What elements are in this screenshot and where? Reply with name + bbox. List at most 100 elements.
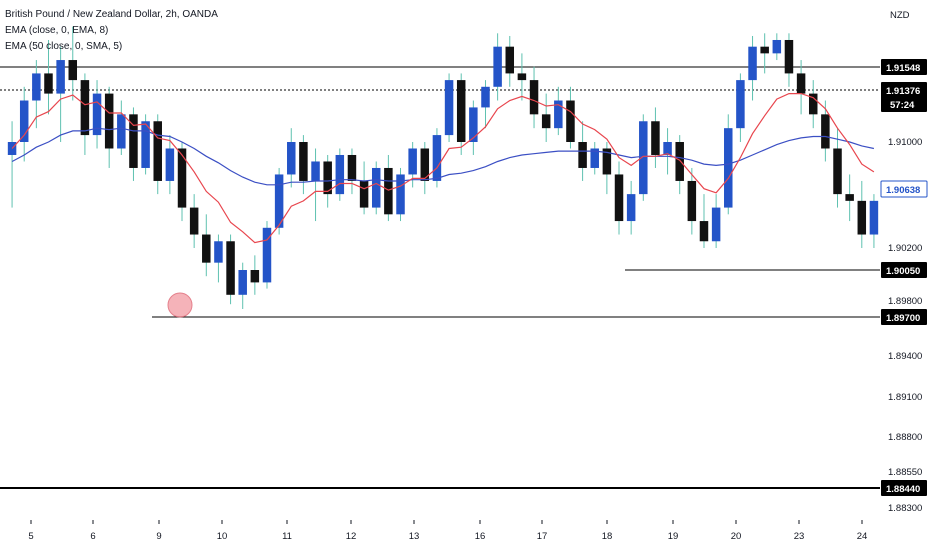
time-tick-label: 20 (731, 531, 742, 542)
candle-body (32, 73, 41, 101)
plot-area[interactable] (0, 0, 878, 520)
candle-body (444, 80, 454, 136)
price-tag-1.91376 (881, 82, 927, 112)
time-axis[interactable]: 5 6 9 10 11 12 13 16 17 18 19 20 23 24 (28, 520, 867, 542)
candle-body (772, 39, 782, 54)
candle-body (481, 86, 490, 108)
candle-body (626, 194, 636, 222)
candle-body (602, 148, 612, 175)
price-tag-label: 1.90050 (886, 266, 920, 277)
candle-body (274, 174, 284, 228)
current-price-tag (880, 180, 928, 198)
time-tick-label: 24 (857, 531, 868, 542)
candle-body (262, 227, 272, 283)
candle-body (505, 46, 515, 74)
candle-body (736, 80, 745, 129)
time-tick-label: 6 (90, 531, 95, 542)
candle-body (845, 194, 854, 201)
candle-body (517, 73, 527, 81)
time-tick-label: 19 (668, 531, 679, 542)
candle-body (639, 121, 648, 195)
time-tick-label: 10 (217, 531, 228, 542)
ema-slow-line (11, 127, 875, 186)
candle-body (554, 100, 563, 129)
price-tag-1.89700 (881, 309, 927, 325)
candle-body (347, 154, 357, 181)
candle-body (784, 39, 794, 74)
candle-body (796, 73, 806, 94)
price-tick-label: 1.88300 (888, 503, 922, 514)
candle-body (432, 135, 442, 181)
time-tick-label: 12 (346, 531, 357, 542)
candle-body (92, 93, 102, 136)
candle-body (808, 93, 818, 115)
candle-body (202, 234, 211, 263)
candles (7, 26, 879, 309)
low-highlight-marker (167, 292, 193, 318)
candle-body (311, 161, 320, 181)
candle-body (371, 167, 381, 208)
candle-body (821, 114, 830, 149)
price-tag-label: 1.89700 (886, 313, 920, 324)
current-price-label: 1.90638 (886, 185, 920, 196)
candle-body (493, 46, 502, 87)
plot-background[interactable] (0, 0, 878, 520)
candle-body (287, 142, 296, 175)
currency-label: NZD (890, 10, 910, 21)
candle-body (177, 148, 187, 208)
candle-body (724, 128, 733, 208)
candle-body (238, 270, 247, 295)
legend-title: British Pound / New Zealand Dollar, 2h, … (5, 9, 218, 20)
legend-sma: EMA (50 close, 0, SMA, 5) (5, 41, 123, 52)
time-tick-label: 18 (602, 531, 613, 542)
price-tick-label: 1.89100 (888, 392, 922, 403)
candle-body (359, 180, 369, 208)
candle-body (141, 121, 150, 168)
price-tick-label: 1.89800 (888, 296, 922, 307)
candle-body (699, 221, 709, 242)
price-tag-label: 1.91548 (886, 63, 920, 74)
price-tick-label: 1.88800 (888, 432, 922, 443)
price-axis[interactable]: NZD 1.91000 1.90200 1.89800 1.89400 1.89100 1.… (888, 10, 922, 514)
price-tags: 1.91548 1.90050 1.89700 1.88440 1.91376 57:24… (880, 59, 928, 496)
time-tick-label: 16 (475, 531, 486, 542)
candle-body (578, 142, 587, 168)
price-tag-1.90050 (881, 262, 927, 278)
candle-body (857, 200, 867, 235)
candle-body (19, 100, 29, 142)
candle-body (80, 80, 90, 136)
price-tag-1.91548 (881, 59, 927, 75)
candle-body (396, 174, 405, 215)
candle-body (408, 148, 417, 175)
candle-body (614, 174, 624, 222)
candle-body (869, 200, 879, 235)
time-tick-label: 11 (282, 531, 292, 542)
price-tag-label: 1.88440 (886, 484, 920, 495)
candle-body (420, 148, 430, 181)
horizontal-levels[interactable] (0, 66, 880, 489)
countdown-label: 57:24 (890, 100, 915, 111)
candle-body (299, 142, 308, 181)
candle-body (469, 107, 478, 142)
candle-body (117, 114, 126, 149)
time-tick-label: 17 (537, 531, 548, 542)
candle-body (529, 80, 539, 115)
chart-legend: British Pound / New Zealand Dollar, 2h, … (5, 7, 218, 55)
candle-body (456, 80, 466, 142)
candle-body (129, 114, 138, 168)
candle-body (68, 60, 78, 81)
time-tick-label: 5 (28, 531, 33, 542)
candle-body (335, 154, 345, 195)
candle-body (760, 46, 769, 54)
candle-body (226, 241, 235, 295)
time-tick-label: 23 (794, 531, 805, 542)
candle-body (651, 121, 660, 155)
moving-averages (11, 92, 875, 318)
candle-body (541, 114, 551, 129)
price-tick-label: 1.89400 (888, 351, 922, 362)
legend-ema8: EMA (close, 0, EMA, 8) (5, 25, 109, 36)
time-tick-label: 13 (409, 531, 420, 542)
price-tick-label: 1.88550 (888, 467, 922, 478)
time-tick-label: 9 (156, 531, 161, 542)
